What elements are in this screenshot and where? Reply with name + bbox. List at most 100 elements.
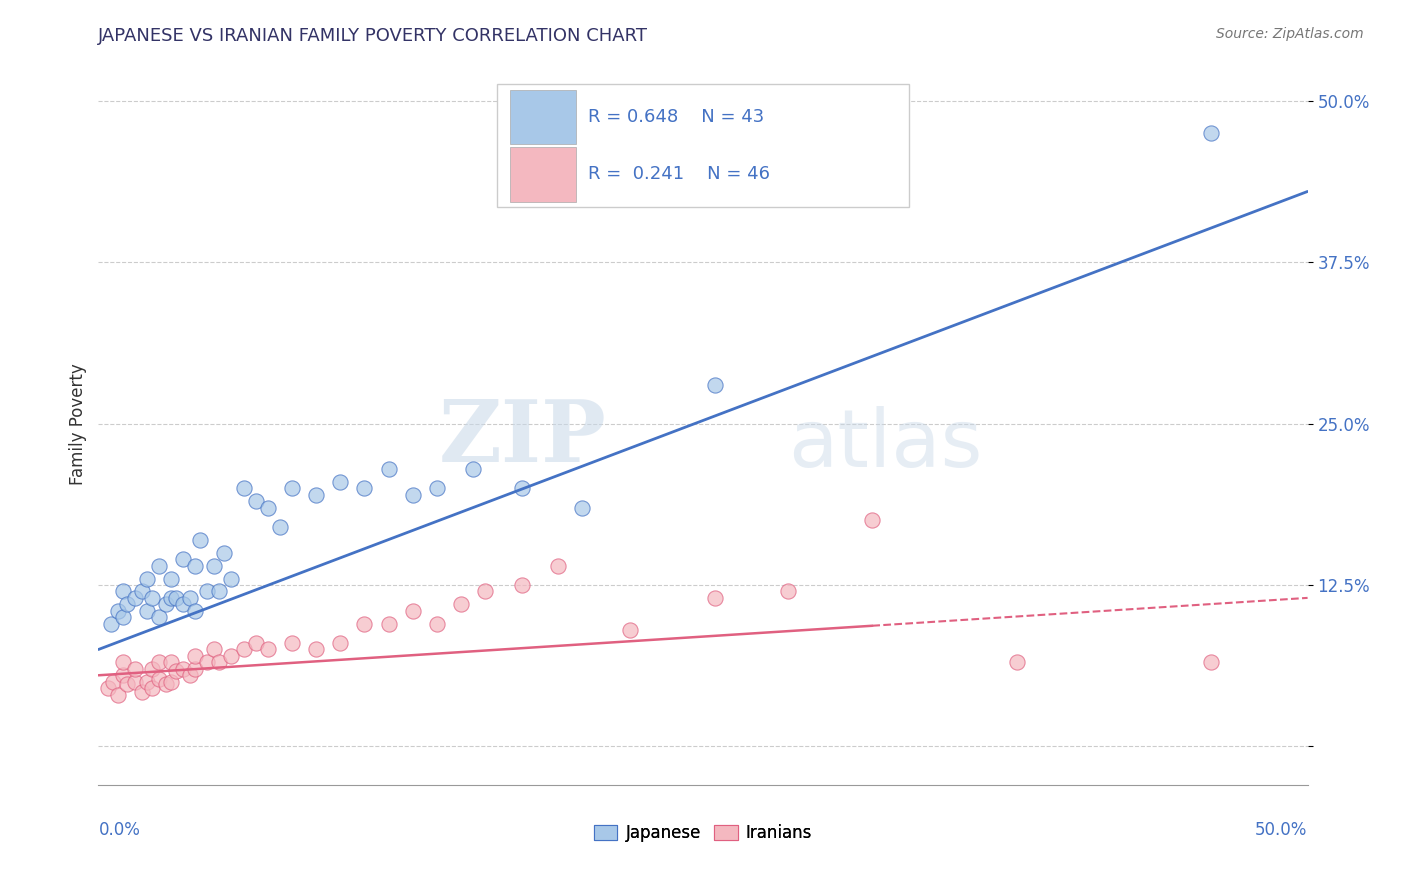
Point bbox=[160, 591, 183, 605]
Point bbox=[195, 656, 218, 670]
Point bbox=[172, 662, 194, 676]
Point bbox=[450, 598, 472, 612]
Point bbox=[135, 674, 157, 689]
Point bbox=[329, 475, 352, 489]
Point bbox=[377, 616, 399, 631]
Point bbox=[860, 513, 883, 527]
Point bbox=[245, 636, 267, 650]
Point bbox=[269, 520, 291, 534]
Point bbox=[117, 598, 139, 612]
Point bbox=[107, 604, 129, 618]
Point bbox=[101, 674, 124, 689]
Point bbox=[510, 481, 533, 495]
Point bbox=[111, 610, 134, 624]
Point bbox=[256, 642, 278, 657]
Point bbox=[141, 681, 163, 696]
Text: ZIP: ZIP bbox=[439, 396, 606, 480]
Point bbox=[135, 572, 157, 586]
Point bbox=[165, 665, 187, 679]
Point bbox=[1199, 127, 1222, 141]
Point bbox=[184, 604, 207, 618]
Text: R =  0.241    N = 46: R = 0.241 N = 46 bbox=[588, 165, 770, 184]
Point bbox=[305, 642, 328, 657]
Point bbox=[184, 662, 207, 676]
Point bbox=[204, 558, 226, 573]
Point bbox=[97, 681, 120, 696]
Point bbox=[111, 668, 134, 682]
Point bbox=[165, 591, 187, 605]
Point bbox=[172, 598, 194, 612]
Point bbox=[184, 558, 207, 573]
Point bbox=[179, 668, 201, 682]
Point bbox=[571, 500, 593, 515]
Point bbox=[100, 616, 122, 631]
Text: 0.0%: 0.0% bbox=[98, 821, 141, 839]
Point bbox=[305, 488, 328, 502]
Point bbox=[160, 674, 183, 689]
Point bbox=[111, 584, 134, 599]
Point bbox=[172, 552, 194, 566]
Point bbox=[221, 572, 243, 586]
Point bbox=[1199, 656, 1222, 670]
Point bbox=[195, 584, 218, 599]
Point bbox=[377, 462, 399, 476]
Point bbox=[208, 584, 231, 599]
Point bbox=[232, 481, 254, 495]
Point bbox=[160, 572, 183, 586]
Text: R = 0.648    N = 43: R = 0.648 N = 43 bbox=[588, 108, 765, 126]
Point bbox=[547, 558, 569, 573]
Point bbox=[281, 636, 304, 650]
Point bbox=[402, 604, 425, 618]
Point bbox=[776, 584, 799, 599]
FancyBboxPatch shape bbox=[509, 147, 576, 202]
Point bbox=[208, 656, 231, 670]
Point bbox=[107, 688, 129, 702]
Y-axis label: Family Poverty: Family Poverty bbox=[69, 363, 87, 484]
Point bbox=[155, 677, 177, 691]
Point bbox=[619, 623, 641, 637]
Point bbox=[188, 533, 211, 547]
Point bbox=[135, 604, 157, 618]
Text: JAPANESE VS IRANIAN FAMILY POVERTY CORRELATION CHART: JAPANESE VS IRANIAN FAMILY POVERTY CORRE… bbox=[98, 27, 648, 45]
Point bbox=[281, 481, 304, 495]
Point bbox=[402, 488, 425, 502]
Point bbox=[212, 546, 235, 560]
Point bbox=[353, 616, 375, 631]
Point bbox=[148, 672, 170, 686]
Point bbox=[353, 481, 375, 495]
Point bbox=[704, 591, 727, 605]
FancyBboxPatch shape bbox=[498, 84, 908, 207]
Point bbox=[474, 584, 496, 599]
Point bbox=[463, 462, 485, 476]
Point bbox=[256, 500, 278, 515]
Point bbox=[141, 662, 163, 676]
Point bbox=[124, 674, 146, 689]
Point bbox=[1007, 656, 1029, 670]
Point bbox=[117, 677, 139, 691]
Point bbox=[131, 685, 153, 699]
Legend: Japanese, Iranians: Japanese, Iranians bbox=[588, 818, 818, 849]
Text: 50.0%: 50.0% bbox=[1256, 821, 1308, 839]
Point bbox=[148, 610, 170, 624]
Point bbox=[148, 558, 170, 573]
Point bbox=[111, 656, 134, 670]
Point bbox=[141, 591, 163, 605]
Point bbox=[426, 616, 449, 631]
Point bbox=[131, 584, 153, 599]
Point bbox=[124, 662, 146, 676]
Point bbox=[704, 378, 727, 392]
Text: atlas: atlas bbox=[787, 407, 981, 484]
Point bbox=[124, 591, 146, 605]
Point bbox=[232, 642, 254, 657]
Point bbox=[179, 591, 201, 605]
Text: Source: ZipAtlas.com: Source: ZipAtlas.com bbox=[1216, 27, 1364, 41]
Point bbox=[184, 648, 207, 663]
FancyBboxPatch shape bbox=[509, 89, 576, 144]
Point bbox=[510, 578, 533, 592]
Point bbox=[155, 598, 177, 612]
Point bbox=[329, 636, 352, 650]
Point bbox=[204, 642, 226, 657]
Point bbox=[160, 656, 183, 670]
Point bbox=[221, 648, 243, 663]
Point bbox=[426, 481, 449, 495]
